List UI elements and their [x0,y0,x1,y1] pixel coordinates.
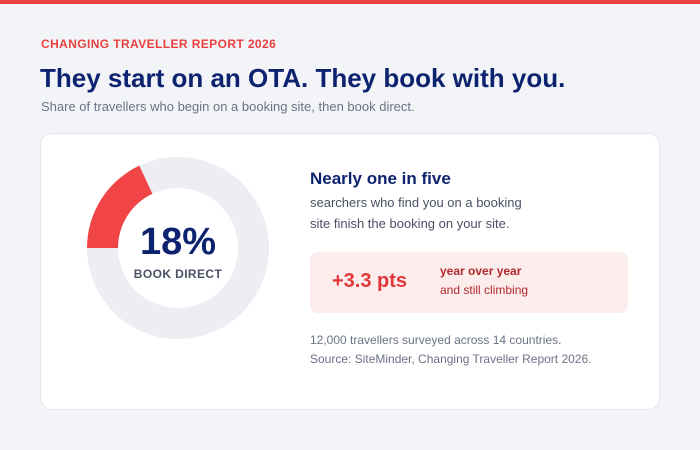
footnote: Source: SiteMinder, Changing Traveller R… [310,352,592,366]
subtitle: Share of travellers who begin on a booki… [41,99,415,114]
headline: Nearly one in five [310,169,451,188]
top-bar [0,0,700,4]
donut-label: BOOK DIRECT [134,267,223,281]
donut-segment [87,156,269,340]
donut-segment [87,165,153,248]
delta: +3.3 pts [332,270,408,292]
callout-note: and still climbing [440,283,529,297]
title: They start on an OTA. They book with you… [40,63,566,93]
body-text: searchers who find you on a booking [310,195,522,210]
eyebrow: CHANGING TRAVELLER REPORT 2026 [41,37,277,51]
footnote: 12,000 travellers surveyed across 14 cou… [310,333,562,347]
body-text: site finish the booking on your site. [310,216,510,231]
callout-box [310,252,628,313]
donut-value: 18% [140,221,216,263]
callout-note: year over year [440,264,522,278]
